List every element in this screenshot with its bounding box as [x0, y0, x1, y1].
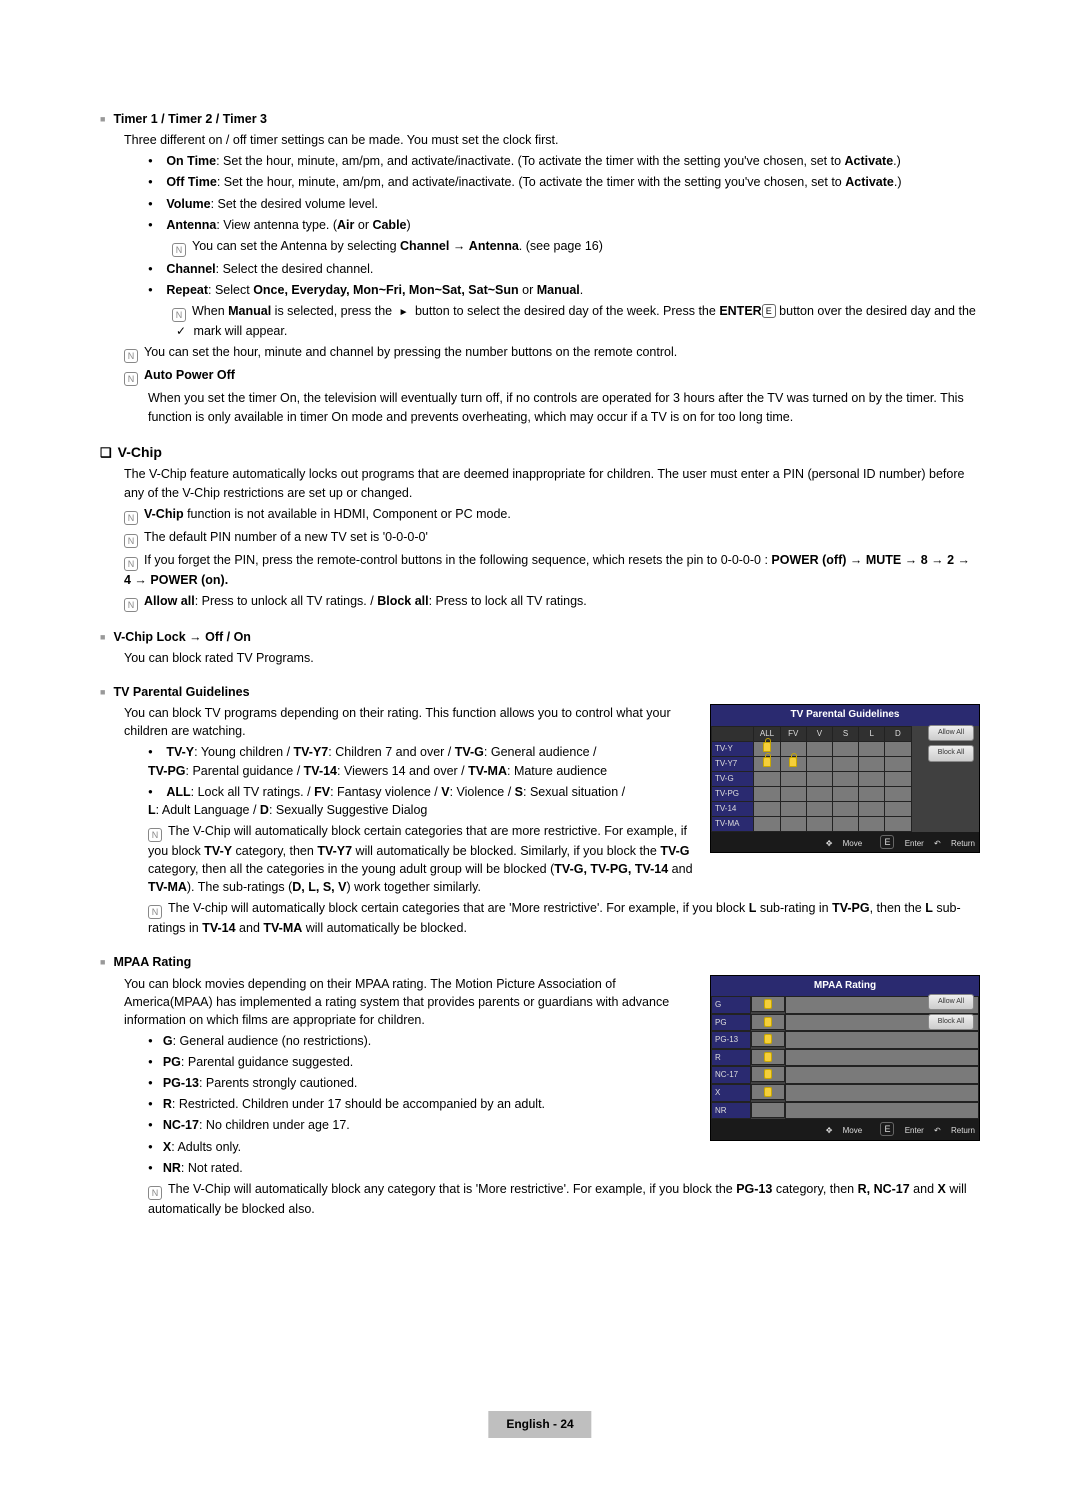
manual-page: Timer 1 / Timer 2 / Timer 3 Three differ…	[0, 0, 1080, 1488]
note-icon: N	[124, 511, 138, 525]
figure-footer: ✥ Move E Enter ↶ Return	[711, 832, 979, 853]
channel: Channel: Select the desired channel.	[148, 260, 980, 278]
tvpg-h: TV Parental Guidelines	[100, 683, 980, 701]
timer-heading: Timer 1 / Timer 2 / Timer 3	[100, 110, 980, 128]
mpaa-h: MPAA Rating	[100, 953, 980, 971]
note-icon: N	[124, 557, 138, 571]
block-all-button[interactable]: Block All	[928, 745, 974, 761]
note-icon: N	[148, 1186, 162, 1200]
return-icon: ↶ Return	[934, 1126, 975, 1135]
tvpg-r1: TV-Y: Young children / TV-Y7: Children 7…	[148, 743, 696, 779]
enter-icon: E Enter	[872, 839, 923, 848]
mpaa-x: X: Adults only.	[148, 1138, 696, 1156]
antenna-note: NYou can set the Antenna by selecting Ch…	[172, 237, 980, 257]
tvpg-note2: NThe V-chip will automatically block cer…	[148, 899, 980, 937]
on-time: On Time: Set the hour, minute, am/pm, an…	[148, 152, 980, 170]
repeat-note: NWhen Manual is selected, press the butt…	[172, 302, 980, 340]
return-icon: ↶ Return	[934, 839, 975, 848]
mpaa-note: NThe V-Chip will automatically block any…	[148, 1180, 980, 1218]
mpaa-nc17: NC-17: No children under age 17.	[148, 1116, 696, 1134]
mpaa-pg: PG: Parental guidance suggested.	[148, 1053, 696, 1071]
tvpg-note1: NThe V-Chip will automatically block cer…	[148, 822, 696, 896]
note-icon: N	[124, 349, 138, 363]
auto-power-off-text: When you set the timer On, the televisio…	[148, 389, 980, 425]
tvpg-r2: ALL: Lock all TV ratings. / FV: Fantasy …	[148, 783, 696, 819]
note-icon: N	[172, 308, 186, 322]
block-all-button[interactable]: Block All	[928, 1014, 974, 1030]
note-icon: N	[124, 598, 138, 612]
note-icon: N	[172, 243, 186, 257]
tvpg-figure: TV Parental Guidelines ALLFVVSLDTV-YTV-Y…	[710, 704, 980, 853]
timer-intro: Three different on / off timer settings …	[124, 131, 980, 149]
vchip-lock-t: You can block rated TV Programs.	[124, 649, 980, 667]
vchip-n1: NV-Chip function is not available in HDM…	[124, 505, 980, 525]
check-icon	[172, 324, 190, 338]
auto-power-off-h: NAuto Power Off	[124, 366, 980, 386]
move-icon: ✥ Move	[826, 1126, 863, 1135]
vchip-heading: V-Chip	[100, 442, 980, 463]
mpaa-intro: You can block movies depending on their …	[124, 975, 696, 1029]
note-icon: N	[148, 905, 162, 919]
remote-note: NYou can set the hour, minute and channe…	[124, 343, 980, 363]
antenna: Antenna: View antenna type. (Air or Cabl…	[148, 216, 980, 234]
vchip-n2: NThe default PIN number of a new TV set …	[124, 528, 980, 548]
note-icon: N	[148, 828, 162, 842]
vchip-n3: NIf you forget the PIN, press the remote…	[124, 551, 980, 589]
volume: Volume: Set the desired volume level.	[148, 195, 980, 213]
tvpg-intro: You can block TV programs depending on t…	[124, 704, 696, 740]
allow-all-button[interactable]: Allow All	[928, 994, 974, 1010]
vchip-n4: NAllow all: Press to unlock all TV ratin…	[124, 592, 980, 612]
allow-all-button[interactable]: Allow All	[928, 725, 974, 741]
enter-icon: E Enter	[872, 1126, 923, 1135]
note-icon: N	[124, 534, 138, 548]
play-icon	[396, 304, 412, 318]
mpaa-g: G: General audience (no restrictions).	[148, 1032, 696, 1050]
off-time: Off Time: Set the hour, minute, am/pm, a…	[148, 173, 980, 191]
mpaa-pg13: PG-13: Parents strongly cautioned.	[148, 1074, 696, 1092]
note-icon: N	[124, 372, 138, 386]
mpaa-figure: MPAA Rating GPGPG-13RNC-17XNR ✥ Move E E…	[710, 975, 980, 1141]
mpaa-r: R: Restricted. Children under 17 should …	[148, 1095, 696, 1113]
vchip-intro: The V-Chip feature automatically locks o…	[124, 465, 980, 501]
repeat: Repeat: Select Once, Everyday, Mon~Fri, …	[148, 281, 980, 299]
page-footer: English - 24	[488, 1411, 591, 1438]
tvpg-figure-title: TV Parental Guidelines	[711, 705, 979, 726]
figure-footer: ✥ Move E Enter ↶ Return	[711, 1119, 979, 1140]
enter-icon: E	[762, 304, 776, 318]
mpaa-nr: NR: Not rated.	[148, 1159, 696, 1177]
move-icon: ✥ Move	[826, 839, 863, 848]
vchip-lock-h: V-Chip Lock → Off / On	[100, 628, 980, 646]
